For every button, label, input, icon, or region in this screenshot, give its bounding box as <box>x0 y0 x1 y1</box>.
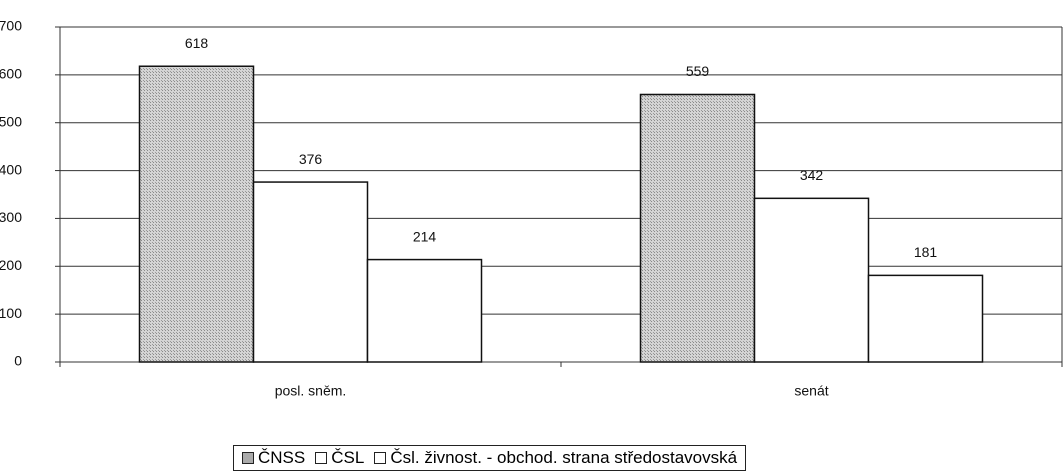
legend: ČNSS ČSL Čsl. živnost. - obchod. strana st… <box>233 445 747 471</box>
bar <box>753 197 870 363</box>
data-label: 342 <box>800 167 824 183</box>
bar <box>252 181 369 363</box>
legend-swatch <box>374 452 387 464</box>
bar <box>366 258 483 363</box>
chart: 0 100 200 300 400 500 600 700 posl. sněm. 618 376 2… <box>0 18 1063 399</box>
bar <box>138 65 255 363</box>
bar <box>639 93 756 363</box>
data-label: 214 <box>413 228 437 244</box>
data-label: 181 <box>914 244 938 260</box>
y-tick-label: 100 <box>0 305 22 321</box>
legend-label: ČNSS <box>258 448 306 467</box>
y-tick-label: 600 <box>0 66 22 82</box>
legend-label: Čsl. živnost. - obchod. strana středosta… <box>390 448 738 467</box>
y-tick-label: 400 <box>0 161 22 177</box>
y-tick-label: 700 <box>0 18 22 34</box>
y-tick-label: 500 <box>0 113 22 129</box>
legend-label: ČSL <box>331 448 365 467</box>
y-tick-label: 0 <box>14 353 22 369</box>
legend-item: ČSL <box>315 448 364 468</box>
legend-item: ČNSS <box>242 448 305 468</box>
bar <box>867 274 984 363</box>
x-tick-label: senát <box>794 383 828 399</box>
data-label: 559 <box>686 63 710 79</box>
y-tick-label: 200 <box>0 257 22 273</box>
legend-swatch <box>315 452 328 464</box>
data-label: 618 <box>185 35 209 51</box>
legend-item: Čsl. živnost. - obchod. strana středosta… <box>374 448 737 468</box>
x-tick-label: posl. sněm. <box>275 383 347 399</box>
legend-swatch <box>242 452 254 464</box>
y-tick-label: 300 <box>0 209 22 225</box>
data-label: 376 <box>299 151 323 167</box>
